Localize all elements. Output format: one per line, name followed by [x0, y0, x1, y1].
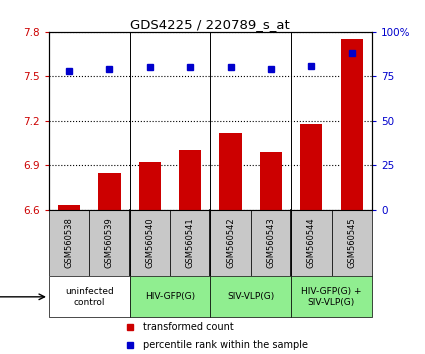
Text: GSM560545: GSM560545	[347, 218, 356, 268]
Text: HIV-GFP(G): HIV-GFP(G)	[145, 292, 195, 301]
Bar	[260, 152, 282, 210]
Bar	[49, 210, 89, 276]
Text: GSM560540: GSM560540	[145, 218, 154, 268]
Bar	[98, 172, 121, 210]
Text: percentile rank within the sample: percentile rank within the sample	[142, 339, 308, 349]
Bar	[170, 210, 210, 276]
Text: uninfected
control: uninfected control	[65, 287, 113, 307]
Text: GSM560539: GSM560539	[105, 217, 114, 268]
Bar	[49, 276, 130, 318]
Text: SIV-VLP(G): SIV-VLP(G)	[227, 292, 275, 301]
Bar	[251, 210, 291, 276]
Bar	[340, 39, 363, 210]
Text: GSM560544: GSM560544	[307, 218, 316, 268]
Bar	[130, 276, 210, 318]
Bar	[332, 210, 372, 276]
Text: GSM560542: GSM560542	[226, 218, 235, 268]
Text: GSM560538: GSM560538	[65, 217, 74, 268]
Bar	[210, 276, 291, 318]
Bar	[219, 132, 242, 210]
Bar	[179, 150, 201, 210]
Bar	[300, 124, 323, 210]
Text: HIV-GFP(G) +
SIV-VLP(G): HIV-GFP(G) + SIV-VLP(G)	[301, 287, 362, 307]
Bar	[291, 210, 332, 276]
Bar	[210, 210, 251, 276]
Bar	[89, 210, 130, 276]
Bar	[58, 205, 80, 210]
Bar	[291, 276, 372, 318]
Title: GDS4225 / 220789_s_at: GDS4225 / 220789_s_at	[130, 18, 290, 31]
Text: transformed count: transformed count	[142, 322, 233, 332]
Bar	[130, 210, 170, 276]
Bar	[139, 162, 161, 210]
Text: GSM560541: GSM560541	[186, 218, 195, 268]
Text: GSM560543: GSM560543	[266, 217, 275, 268]
